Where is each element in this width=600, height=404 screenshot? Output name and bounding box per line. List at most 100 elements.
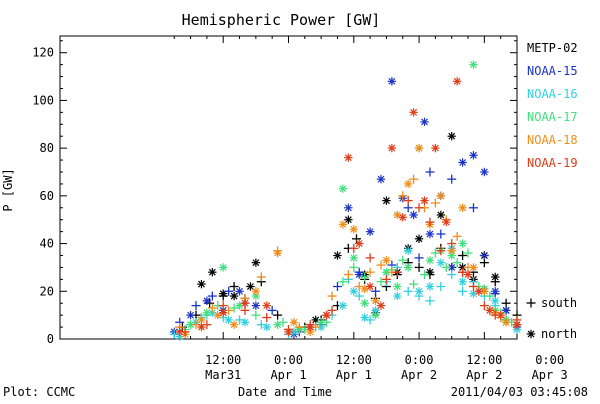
- point-noaa-17-south: [338, 277, 348, 287]
- point-noaa-19-north: [284, 327, 293, 337]
- x-tick-label-date: Apr 1: [270, 368, 306, 382]
- point-noaa-19-north: [175, 327, 184, 337]
- series-legend: METP-02 NOAA-15 NOAA-16 NOAA-17 NOAA-18 NOAA-…: [527, 41, 578, 170]
- y-tick-label: 120: [32, 46, 54, 60]
- point-noaa-16-south: [436, 282, 446, 292]
- point-noaa-18-north: [403, 179, 413, 189]
- point-noaa-19-north: [442, 217, 451, 227]
- point-noaa-19-south: [365, 253, 375, 263]
- axis-ticks: [60, 36, 517, 340]
- point-noaa-19-south: [327, 305, 337, 315]
- point-noaa-19-north: [322, 310, 331, 320]
- point-noaa-17-north: [458, 239, 467, 248]
- point-noaa-19-north: [219, 308, 228, 317]
- point-noaa-16-north: [491, 296, 500, 306]
- point-noaa-19-south: [447, 239, 457, 249]
- point-noaa-19-north: [344, 153, 353, 162]
- legend-entry-metp-02: METP-02: [527, 41, 578, 55]
- point-noaa-17-south: [452, 258, 462, 268]
- point-noaa-18-north: [371, 296, 380, 306]
- point-noaa-15-north: [420, 117, 429, 127]
- point-metp-02-north: [197, 279, 206, 289]
- point-noaa-18-south: [327, 291, 337, 301]
- point-noaa-15-north: [491, 287, 500, 296]
- point-noaa-17-south: [420, 270, 430, 280]
- legend-entry-noaa-16: NOAA-16: [527, 87, 578, 101]
- point-noaa-16-north: [262, 322, 271, 332]
- point-noaa-19-north: [485, 306, 494, 315]
- point-noaa-18-south: [207, 303, 217, 313]
- marker-legend: south north: [526, 296, 577, 341]
- point-metp-02-south: [414, 262, 424, 272]
- point-noaa-19-north: [452, 77, 462, 86]
- point-noaa-19-south: [414, 203, 424, 213]
- point-noaa-16-north: [436, 258, 446, 267]
- point-noaa-17-north: [338, 184, 348, 193]
- y-tick-label: 60: [40, 189, 54, 203]
- point-noaa-16-north: [349, 287, 358, 296]
- legend-entry-noaa-15: NOAA-15: [527, 64, 578, 78]
- x-tick-label-time: 12:00: [466, 353, 502, 367]
- point-noaa-15-north: [251, 301, 261, 310]
- point-noaa-17-north: [219, 263, 228, 272]
- point-noaa-18-north: [229, 320, 239, 329]
- plot-credit-label: Plot: CCMC: [3, 385, 75, 399]
- point-noaa-16-south: [425, 296, 435, 306]
- legend-entry-noaa-18: NOAA-18: [527, 133, 578, 147]
- point-noaa-17-north: [273, 320, 282, 329]
- point-noaa-18-north: [469, 263, 478, 272]
- x-tick-label-time: 12:00: [336, 353, 372, 367]
- x-axis-label: Date and Time: [238, 385, 332, 399]
- point-noaa-15-north: [186, 310, 195, 320]
- point-metp-02-north: [436, 210, 446, 220]
- point-noaa-18-south: [409, 174, 419, 184]
- point-noaa-17-north: [316, 318, 326, 327]
- legend-marker-label-north: north: [541, 327, 577, 341]
- point-noaa-19-north: [496, 310, 505, 320]
- point-noaa-19-north: [463, 270, 473, 279]
- y-axis-label: P [GW]: [1, 168, 15, 211]
- x-tick-label-time: 0:00: [405, 353, 434, 367]
- point-noaa-19-south: [468, 282, 478, 292]
- point-noaa-15-south: [414, 253, 424, 263]
- point-noaa-19-north: [355, 239, 364, 248]
- point-noaa-15-north: [387, 77, 397, 86]
- point-noaa-17-south: [409, 279, 419, 289]
- point-noaa-15-south: [447, 174, 457, 184]
- x-tick-label-time: 0:00: [274, 353, 303, 367]
- legend-marker-star: [526, 329, 536, 339]
- point-noaa-19-north: [431, 143, 440, 153]
- point-metp-02-south: [458, 250, 468, 260]
- point-metp-02-north: [344, 215, 353, 224]
- point-noaa-16-north: [360, 313, 369, 322]
- point-noaa-16-north: [403, 246, 413, 255]
- point-noaa-16-south: [354, 291, 364, 301]
- legend-marker-plus: [526, 298, 536, 308]
- data-points: [169, 60, 522, 341]
- point-noaa-17-north: [349, 253, 358, 263]
- point-noaa-16-south: [403, 286, 413, 296]
- point-noaa-15-north: [376, 174, 386, 184]
- point-noaa-19-south: [262, 313, 272, 323]
- point-noaa-17-north: [425, 256, 435, 265]
- point-noaa-18-north: [273, 248, 282, 258]
- x-tick-label-date: Apr 2: [466, 368, 502, 382]
- point-noaa-17-south: [251, 310, 261, 320]
- point-noaa-18-south: [365, 267, 375, 277]
- point-noaa-19-north: [262, 301, 271, 310]
- point-noaa-17-south: [463, 248, 473, 258]
- point-noaa-18-north: [501, 318, 511, 327]
- point-noaa-19-south: [425, 217, 435, 227]
- point-noaa-15-north: [235, 287, 244, 296]
- point-noaa-15-south: [425, 167, 435, 177]
- legend-entry-noaa-17: NOAA-17: [527, 110, 578, 124]
- point-noaa-18-north: [289, 318, 299, 327]
- point-noaa-17-south: [485, 291, 495, 301]
- point-noaa-15-south: [224, 286, 234, 296]
- y-tick-label: 80: [40, 141, 54, 155]
- point-noaa-19-north: [398, 213, 407, 222]
- x-tick-label-time: 12:00: [205, 353, 241, 367]
- point-noaa-15-north: [425, 229, 435, 239]
